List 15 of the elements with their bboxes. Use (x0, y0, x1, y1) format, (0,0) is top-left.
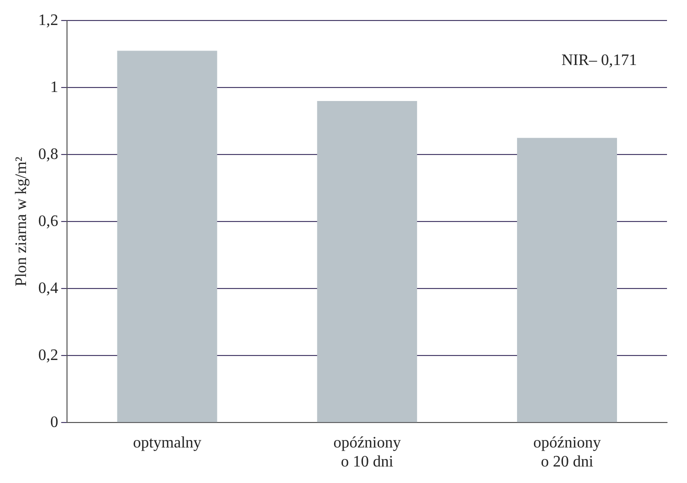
y-tick-label: 0,4 (38, 280, 58, 297)
y-tick-label: 0 (50, 414, 58, 431)
annotation: NIR– 0,171 (561, 52, 637, 69)
y-tick-label: 0,8 (38, 146, 58, 163)
y-tick-label: 1 (50, 78, 58, 96)
bar (317, 101, 418, 422)
x-tick-label: optymalny (132, 434, 202, 452)
x-tick-label: opóźniony o 20 dni (533, 434, 601, 471)
y-tick-label: 0,6 (38, 212, 58, 230)
y-tick-label: 1,2 (38, 12, 58, 29)
bar (517, 138, 618, 422)
y-tick-label: 0,2 (38, 346, 58, 364)
y-axis-title: Plon ziarna w kg/m² (12, 156, 30, 286)
x-tick-label: opóźniony o 10 dni (333, 434, 401, 471)
bar (117, 50, 218, 422)
